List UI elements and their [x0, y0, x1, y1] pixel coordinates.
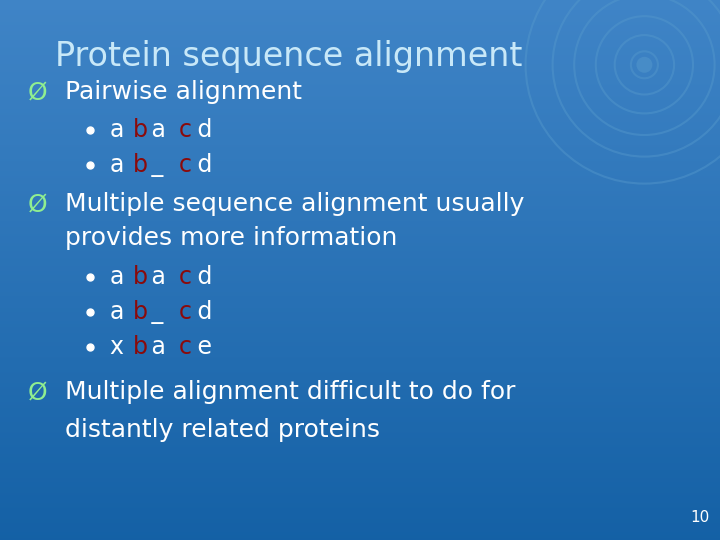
Text: c: c [179, 118, 192, 142]
Text: b: b [133, 335, 148, 359]
Text: e: e [191, 335, 212, 359]
Text: distantly related proteins: distantly related proteins [65, 418, 380, 442]
Text: a: a [145, 265, 174, 289]
Text: Ø: Ø [28, 380, 48, 404]
Text: d: d [191, 153, 213, 177]
Text: Pairwise alignment: Pairwise alignment [65, 80, 302, 104]
Text: a: a [145, 335, 174, 359]
Circle shape [636, 57, 652, 73]
Text: a: a [110, 153, 132, 177]
Text: b: b [133, 265, 148, 289]
Text: d: d [191, 265, 213, 289]
Text: d: d [191, 118, 213, 142]
Text: Protein sequence alignment: Protein sequence alignment [55, 40, 523, 73]
Text: d: d [191, 300, 213, 324]
Text: b: b [133, 118, 148, 142]
Text: c: c [179, 335, 192, 359]
Text: c: c [179, 153, 192, 177]
Text: _: _ [145, 300, 171, 324]
Text: provides more information: provides more information [65, 226, 397, 250]
Text: 10: 10 [690, 510, 710, 525]
Text: _: _ [145, 153, 171, 177]
Text: a: a [110, 300, 132, 324]
Text: Multiple alignment difficult to do for: Multiple alignment difficult to do for [65, 380, 516, 404]
Text: x: x [110, 335, 132, 359]
Text: a: a [110, 118, 132, 142]
Text: c: c [179, 265, 192, 289]
Text: b: b [133, 300, 148, 324]
Text: Ø: Ø [28, 80, 48, 104]
Text: Ø: Ø [28, 192, 48, 216]
Text: a: a [110, 265, 132, 289]
Text: a: a [145, 118, 174, 142]
Text: c: c [179, 300, 192, 324]
Text: Multiple sequence alignment usually: Multiple sequence alignment usually [65, 192, 524, 216]
Text: b: b [133, 153, 148, 177]
